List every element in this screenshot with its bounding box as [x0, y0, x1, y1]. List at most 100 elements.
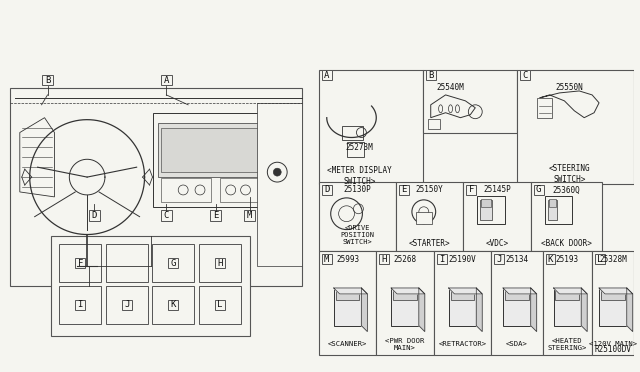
- Text: 25550N: 25550N: [556, 83, 583, 93]
- Bar: [426, 70, 436, 80]
- Text: <VDC>: <VDC>: [486, 239, 509, 248]
- Text: <BACK DOOR>: <BACK DOOR>: [541, 239, 592, 248]
- Text: M: M: [324, 255, 330, 264]
- Bar: [168, 300, 178, 310]
- Text: B: B: [45, 76, 50, 84]
- Text: E: E: [401, 186, 406, 195]
- Bar: [335, 290, 360, 300]
- Bar: [161, 128, 264, 172]
- Bar: [601, 290, 625, 300]
- Bar: [543, 251, 592, 355]
- Text: <STEERING
SWITCH>: <STEERING SWITCH>: [548, 164, 590, 184]
- Text: 25145P: 25145P: [483, 186, 511, 195]
- Bar: [491, 251, 543, 355]
- Text: 25150Y: 25150Y: [416, 186, 444, 195]
- Polygon shape: [362, 288, 367, 331]
- Bar: [60, 244, 101, 282]
- Text: C: C: [164, 211, 169, 220]
- Text: <PWR DOOR
MAIN>: <PWR DOOR MAIN>: [385, 338, 425, 351]
- Text: F: F: [77, 259, 83, 268]
- Text: <DRIVE
POSITION
SWITCH>: <DRIVE POSITION SWITCH>: [340, 225, 374, 246]
- Text: C: C: [522, 71, 527, 80]
- Bar: [76, 300, 85, 310]
- Bar: [481, 199, 491, 207]
- Bar: [545, 196, 572, 224]
- Text: <SCANNER>: <SCANNER>: [328, 341, 367, 347]
- Text: 25273M: 25273M: [346, 143, 373, 152]
- Bar: [257, 103, 302, 266]
- Bar: [423, 70, 517, 132]
- Text: B: B: [428, 71, 433, 80]
- Bar: [380, 254, 389, 264]
- Text: L: L: [217, 300, 223, 310]
- Text: <METER DISPLAY
SWITCH>: <METER DISPLAY SWITCH>: [327, 166, 392, 186]
- Bar: [556, 290, 579, 300]
- Text: 25268: 25268: [394, 255, 417, 264]
- Bar: [244, 210, 255, 221]
- Text: 25193: 25193: [556, 255, 579, 264]
- Bar: [211, 210, 221, 221]
- Bar: [480, 200, 492, 219]
- Text: <SDA>: <SDA>: [506, 341, 528, 347]
- Text: L: L: [597, 255, 603, 264]
- Text: <120V MAIN>: <120V MAIN>: [589, 341, 637, 347]
- Text: 25190V: 25190V: [449, 255, 476, 264]
- Bar: [494, 254, 504, 264]
- Bar: [10, 88, 302, 286]
- Bar: [376, 251, 434, 355]
- Text: 25130P: 25130P: [344, 186, 371, 195]
- Bar: [161, 210, 172, 221]
- Bar: [517, 70, 634, 184]
- Bar: [154, 113, 272, 207]
- Bar: [416, 212, 432, 224]
- Text: 25328M: 25328M: [599, 255, 627, 264]
- Bar: [60, 286, 101, 324]
- Bar: [346, 142, 364, 157]
- Bar: [434, 251, 491, 355]
- Bar: [451, 290, 474, 300]
- Bar: [554, 288, 581, 326]
- Text: K: K: [548, 255, 553, 264]
- Bar: [393, 290, 417, 300]
- Text: I: I: [77, 300, 83, 310]
- Bar: [599, 288, 627, 326]
- Bar: [122, 300, 132, 310]
- Bar: [215, 258, 225, 268]
- Bar: [220, 178, 264, 202]
- Text: 25134: 25134: [506, 255, 529, 264]
- Bar: [548, 200, 557, 219]
- Text: A: A: [164, 76, 169, 84]
- Bar: [333, 288, 362, 326]
- Polygon shape: [419, 288, 425, 331]
- Bar: [477, 196, 505, 224]
- Bar: [534, 185, 543, 195]
- Bar: [106, 244, 148, 282]
- Text: 25360Q: 25360Q: [552, 186, 580, 195]
- Text: E: E: [213, 211, 218, 220]
- Bar: [436, 254, 447, 264]
- Bar: [531, 182, 602, 251]
- Polygon shape: [581, 288, 587, 331]
- Bar: [106, 286, 148, 324]
- Bar: [161, 178, 211, 202]
- Text: A: A: [324, 71, 330, 80]
- Text: I: I: [439, 255, 444, 264]
- Polygon shape: [476, 288, 482, 331]
- Bar: [505, 290, 529, 300]
- Bar: [88, 210, 99, 221]
- Text: H: H: [381, 255, 387, 264]
- Bar: [399, 185, 409, 195]
- Text: D: D: [92, 211, 97, 220]
- Polygon shape: [391, 288, 425, 294]
- Polygon shape: [627, 288, 633, 331]
- Bar: [322, 70, 332, 80]
- Text: R25100DV: R25100DV: [595, 345, 632, 354]
- Text: <HEATED
STEERING>: <HEATED STEERING>: [548, 338, 587, 351]
- Bar: [520, 70, 530, 80]
- Bar: [322, 254, 332, 264]
- Bar: [391, 288, 419, 326]
- Bar: [503, 288, 531, 326]
- Bar: [319, 182, 396, 251]
- Bar: [51, 237, 250, 336]
- Bar: [199, 286, 241, 324]
